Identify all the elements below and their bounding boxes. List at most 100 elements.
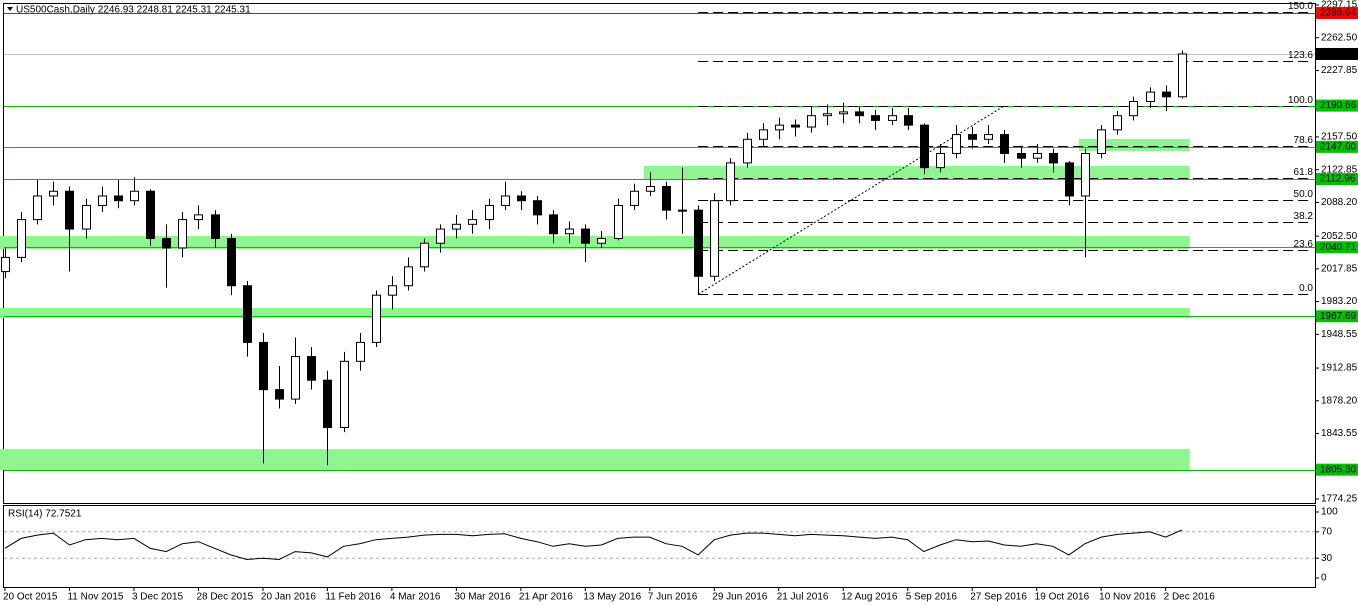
y-tick-label: 2157.50 bbox=[1321, 132, 1358, 143]
x-tick-label: 12 Aug 2016 bbox=[841, 592, 898, 603]
candle-body bbox=[630, 190, 639, 206]
candle-body bbox=[1081, 152, 1090, 197]
candle-body bbox=[1000, 134, 1009, 154]
candle-body bbox=[984, 134, 993, 140]
y-tick-label: 100 bbox=[1321, 507, 1338, 518]
level-label-box bbox=[1316, 173, 1358, 186]
fib-label: 61.8 bbox=[1294, 167, 1314, 178]
fib-label: 123.6 bbox=[1288, 50, 1313, 61]
fib-label: 78.6 bbox=[1294, 135, 1314, 146]
candle-body bbox=[775, 124, 784, 131]
level-label-box bbox=[1316, 310, 1358, 323]
y-tick-label: 0 bbox=[1321, 573, 1327, 584]
level-label: 2040.71 bbox=[1320, 242, 1357, 253]
y-tick-label: 1774.25 bbox=[1321, 494, 1358, 505]
candle-body bbox=[259, 341, 268, 391]
candle-body bbox=[82, 204, 91, 230]
rsi-title: RSI(14) 72.7521 bbox=[8, 509, 82, 520]
candle-body bbox=[114, 195, 123, 202]
rsi-frame bbox=[3, 505, 1316, 588]
level-label: 2288.64 bbox=[1320, 8, 1357, 19]
x-tick-label: 13 May 2016 bbox=[583, 592, 641, 603]
candle-body bbox=[243, 285, 252, 343]
y-tick-label: 1948.55 bbox=[1321, 329, 1358, 340]
level-label: 2190.66 bbox=[1320, 100, 1357, 111]
candle-body bbox=[388, 285, 397, 296]
candle-body bbox=[146, 190, 155, 239]
x-tick-label: 11 Nov 2015 bbox=[67, 592, 123, 603]
candle-body bbox=[1017, 152, 1026, 159]
fib-label: 0.0 bbox=[1299, 283, 1313, 294]
candle-body bbox=[646, 186, 655, 192]
level-label-box bbox=[1316, 241, 1358, 254]
candle-body bbox=[211, 214, 220, 239]
y-tick-label: 30 bbox=[1321, 553, 1333, 564]
candle-body bbox=[662, 186, 671, 211]
candle-body bbox=[49, 190, 58, 197]
level-label: 2147.00 bbox=[1320, 141, 1357, 152]
candle-body bbox=[340, 360, 349, 428]
candle-body bbox=[1097, 129, 1106, 154]
candle-body bbox=[356, 341, 365, 362]
candle-body bbox=[759, 129, 768, 140]
candle-body bbox=[855, 111, 864, 117]
x-tick-label: 20 Oct 2015 bbox=[3, 592, 58, 603]
candle-body bbox=[291, 356, 300, 400]
candle-body bbox=[1146, 91, 1155, 103]
candle-body bbox=[275, 389, 284, 400]
level-label: 1805.30 bbox=[1320, 464, 1357, 475]
candle-body bbox=[823, 113, 832, 117]
candle-body bbox=[372, 294, 381, 343]
candle-body bbox=[468, 219, 477, 225]
candle-body bbox=[1, 256, 10, 273]
menu-arrow[interactable] bbox=[7, 7, 13, 11]
x-tick-label: 21 Jul 2016 bbox=[777, 592, 829, 603]
candle-body bbox=[678, 209, 687, 212]
candle-body bbox=[323, 379, 332, 428]
x-tick-label: 27 Sep 2016 bbox=[970, 592, 1027, 603]
y-tick-label: 2052.50 bbox=[1321, 231, 1358, 242]
price-frame bbox=[3, 3, 1316, 504]
candle-body bbox=[710, 200, 719, 277]
candle-body bbox=[920, 124, 929, 169]
zone bbox=[0, 236, 1190, 249]
candle-body bbox=[549, 214, 558, 235]
x-tick-label: 3 Dec 2015 bbox=[132, 592, 184, 603]
candle-body bbox=[420, 242, 429, 268]
x-tick-label: 7 Jun 2016 bbox=[648, 592, 698, 603]
candle-body bbox=[888, 115, 897, 121]
candle-body bbox=[807, 115, 816, 128]
candle-body bbox=[726, 162, 735, 202]
candle-body bbox=[839, 111, 848, 115]
candle-body bbox=[517, 195, 526, 202]
level-label: 2112.96 bbox=[1320, 174, 1356, 185]
fib-label: 50.0 bbox=[1294, 189, 1314, 200]
y-tick-label: 1878.20 bbox=[1321, 395, 1358, 406]
candle-body bbox=[1033, 152, 1042, 159]
candle-body bbox=[178, 219, 187, 249]
x-tick-label: 2 Dec 2016 bbox=[1164, 592, 1216, 603]
level-label: 1967.69 bbox=[1320, 311, 1357, 322]
x-tick-label: 5 Sep 2016 bbox=[906, 592, 958, 603]
candle-body bbox=[936, 152, 945, 169]
fib-label: 150.0 bbox=[1288, 1, 1313, 12]
zone bbox=[0, 449, 1190, 471]
y-tick-label: 2122.85 bbox=[1321, 164, 1358, 175]
y-tick-label: 2297.15 bbox=[1321, 0, 1358, 11]
fib-label: 38.2 bbox=[1294, 211, 1314, 222]
candle-body bbox=[33, 195, 42, 221]
candle-body bbox=[614, 204, 623, 239]
candle-body bbox=[501, 195, 510, 206]
level-label-box bbox=[1316, 140, 1358, 153]
candle-body bbox=[130, 190, 139, 202]
y-tick-label: 2017.85 bbox=[1321, 264, 1358, 275]
candle-body bbox=[581, 228, 590, 244]
x-tick-label: 30 Mar 2016 bbox=[454, 592, 511, 603]
candle-body bbox=[1129, 101, 1138, 117]
level-label-box bbox=[1316, 47, 1358, 60]
candle-body bbox=[791, 124, 800, 128]
zone bbox=[0, 308, 1190, 319]
candle-body bbox=[952, 134, 961, 154]
candle-body bbox=[307, 356, 316, 381]
candle-body bbox=[452, 223, 461, 230]
